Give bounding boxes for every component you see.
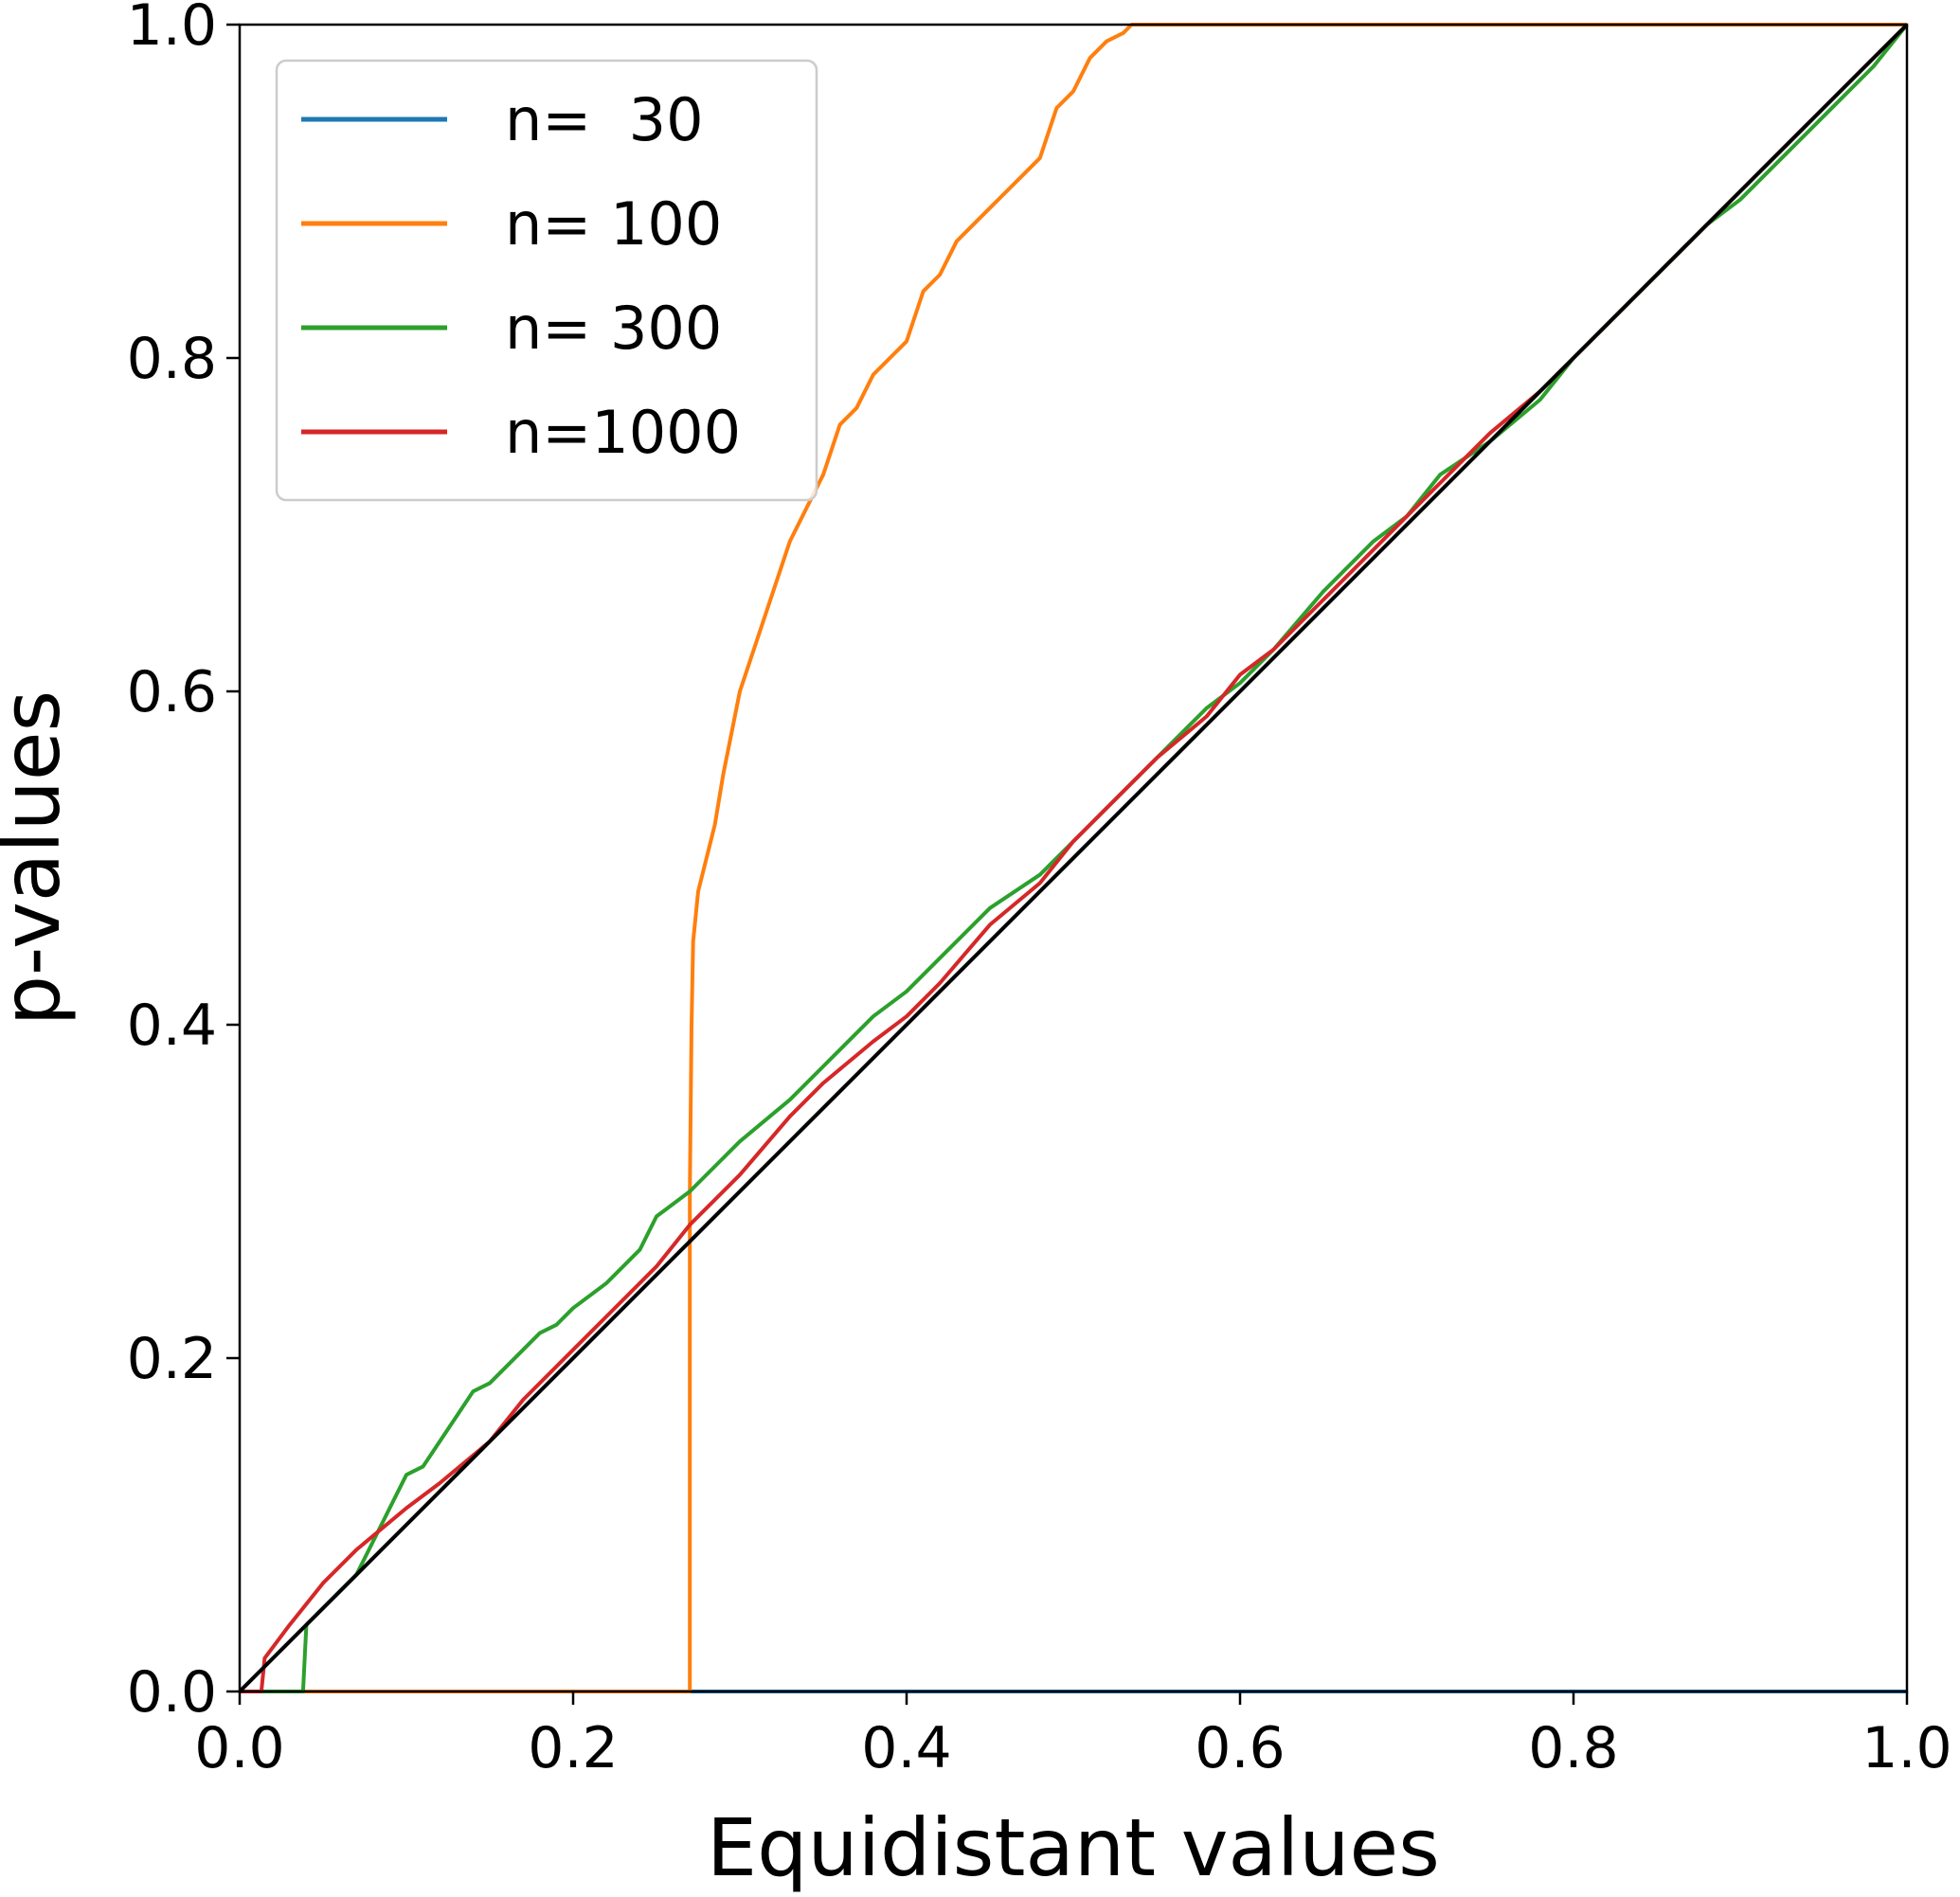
legend-frame xyxy=(275,59,818,502)
x-axis-label: Equidistant values xyxy=(707,1801,1440,1894)
y-tick-label: 1.0 xyxy=(127,0,217,59)
legend-label: n= 30 xyxy=(505,85,704,154)
series-line-2 xyxy=(240,23,1907,1693)
y-tick-label: 0.2 xyxy=(127,1326,217,1392)
reference-line xyxy=(238,23,1909,1693)
y-axis: 0.0 0.2 0.4 0.6 0.8 1.0 xyxy=(127,0,240,1726)
y-tick-label: 0.4 xyxy=(127,993,217,1059)
x-tick-label: 0.4 xyxy=(861,1715,951,1781)
legend-label: n= 100 xyxy=(505,189,722,259)
y-tick-label: 0.8 xyxy=(127,326,217,392)
x-tick-label: 0.2 xyxy=(528,1715,618,1781)
x-tick-label: 0.8 xyxy=(1528,1715,1618,1781)
legend-label: n= 300 xyxy=(505,294,722,363)
x-tick-label: 1.0 xyxy=(1861,1715,1951,1781)
legend: n= 30 n= 100 n= 300 n=1000 xyxy=(275,59,818,502)
plot-frame xyxy=(238,23,1909,1693)
legend-label: n=1000 xyxy=(505,398,741,467)
y-tick-label: 0.0 xyxy=(127,1659,217,1726)
y-axis-label: p-values xyxy=(0,690,78,1027)
y-tick-label: 0.6 xyxy=(127,659,217,725)
series-line-3 xyxy=(240,23,1909,1693)
x-axis: 0.0 0.2 0.4 0.6 0.8 1.0 xyxy=(194,1691,1952,1781)
x-tick-label: 0.6 xyxy=(1195,1715,1285,1781)
x-tick-label: 0.0 xyxy=(194,1715,284,1781)
